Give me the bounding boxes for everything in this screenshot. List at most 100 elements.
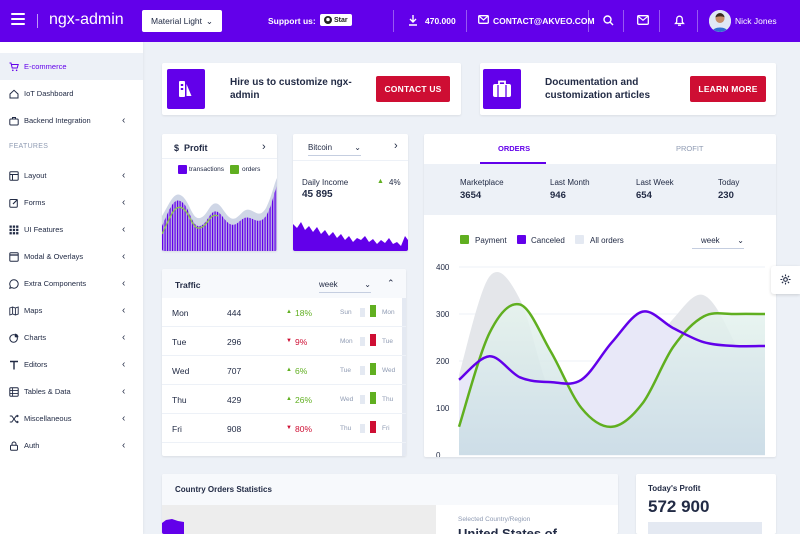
map-region-shape	[162, 519, 184, 534]
summary-label: Today	[718, 178, 740, 187]
traffic-value: 444	[227, 308, 242, 318]
sidebar-item-iot-dashboard[interactable]: IoT Dashboard	[0, 80, 143, 107]
documentation-text: Documentation and customization articles	[545, 77, 651, 101]
sidebar-item-e-commerce[interactable]: E-commerce	[0, 53, 143, 80]
y-tick-label: 0	[436, 451, 441, 457]
profit-card[interactable]: $ Profit › transactions orders	[162, 134, 277, 251]
sidebar-item-miscellaneous[interactable]: Miscellaneous ‹	[0, 405, 143, 432]
bitcoin-card[interactable]: Bitcoin ⌄ › Daily Income 45 895 ▲ 4%	[293, 134, 408, 251]
divider	[162, 158, 277, 159]
sidebar-item-label: Editors	[24, 360, 48, 369]
sidebar-item-charts[interactable]: Charts ‹	[0, 324, 143, 351]
sidebar-item-label: Forms	[24, 198, 46, 207]
learn-more-button[interactable]: LEARN MORE	[690, 76, 766, 102]
current-bar	[370, 363, 376, 375]
legend-swatch-transactions	[178, 165, 187, 174]
sidebar: E-commerce IoT Dashboard Backend Integra…	[0, 42, 143, 534]
orders-period-select[interactable]: week ⌄	[692, 232, 744, 249]
keypad-icon	[9, 225, 19, 234]
download-icon[interactable]	[408, 15, 418, 26]
traffic-title: Traffic	[175, 280, 201, 290]
header-divider	[697, 10, 698, 32]
sidebar-item-label: Modal & Overlays	[24, 252, 84, 261]
sidebar-item-modal-overlays[interactable]: Modal & Overlays ‹	[0, 243, 143, 270]
sidebar-item-label: Extra Components	[24, 279, 87, 288]
current-bar	[370, 392, 376, 404]
avatar-icon	[709, 10, 731, 32]
sidebar-item-backend-integration[interactable]: Backend Integration ‹	[0, 107, 143, 134]
bell-icon[interactable]	[674, 14, 685, 27]
sidebar-item-extra-components[interactable]: Extra Components ‹	[0, 270, 143, 297]
email-icon[interactable]	[478, 15, 489, 24]
chevron-up-icon[interactable]: ⌃	[387, 278, 395, 288]
sidebar-item-label: UI Features	[24, 225, 64, 234]
sidebar-item-ui-features[interactable]: UI Features ‹	[0, 216, 143, 243]
summary-label: Marketplace	[460, 178, 504, 187]
user-avatar[interactable]	[709, 10, 731, 32]
table-row[interactable]: Mon 444 ▲ 18% Sun Mon	[162, 298, 406, 327]
table-row[interactable]: Tue 296 ▼ 9% Mon Tue	[162, 327, 406, 356]
chevron-left-icon: ‹	[122, 440, 126, 451]
grid-icon	[9, 386, 19, 397]
chevron-left-icon: ‹	[122, 115, 126, 126]
briefcase-icon	[493, 80, 511, 97]
sidebar-item-layout[interactable]: Layout ‹	[0, 162, 143, 189]
chevron-left-icon: ‹	[122, 170, 126, 181]
sidebar-item-maps[interactable]: Maps ‹	[0, 297, 143, 324]
country-map[interactable]	[162, 505, 436, 534]
tab-orders[interactable]: ORDERS	[498, 144, 531, 153]
menu-toggle-icon[interactable]	[11, 13, 25, 25]
traffic-prev-day: Tue	[340, 367, 351, 374]
mail-icon[interactable]	[637, 15, 649, 25]
chevron-right-icon[interactable]: ›	[394, 140, 398, 152]
promo-icon-box	[483, 69, 521, 109]
orders-period-value: week	[701, 235, 720, 245]
traffic-cur-day: Mon	[382, 309, 395, 316]
dollar-icon: $	[174, 143, 180, 153]
briefcase-icon	[9, 116, 19, 125]
layout-icon	[9, 170, 19, 181]
sidebar-item-auth[interactable]: Auth ‹	[0, 432, 143, 459]
shuffle-icon	[9, 414, 19, 423]
sidebar-item-forms[interactable]: Forms ‹	[0, 189, 143, 216]
theme-select[interactable]: Material Light ⌄	[142, 10, 222, 32]
table-row[interactable]: Fri 908 ▼ 80% Thu Fri	[162, 414, 406, 443]
summary-label: Last Month	[550, 178, 590, 187]
traffic-cur-day: Fri	[382, 425, 390, 432]
arrow-up-icon: ▲	[286, 367, 292, 373]
downloads-count[interactable]: 470.000	[425, 16, 456, 26]
sidebar-item-label: Maps	[24, 306, 43, 315]
hire-us-text: Hire us to customize ngx-admin	[230, 77, 352, 101]
prev-bar	[360, 337, 365, 346]
browser-icon	[9, 251, 19, 262]
prev-bar	[360, 395, 365, 404]
traffic-delta: 80%	[295, 424, 313, 434]
currency-select[interactable]: Bitcoin ⌄	[308, 140, 361, 156]
chevron-right-icon[interactable]: ›	[262, 141, 266, 153]
brand-logo[interactable]: ngx-admin	[49, 11, 124, 28]
divider	[293, 160, 408, 161]
sidebar-item-tables-data[interactable]: Tables & Data ‹	[0, 378, 143, 405]
sidebar-item-editors[interactable]: Editors ‹	[0, 351, 143, 378]
tab-profit[interactable]: PROFIT	[676, 144, 704, 153]
legend-label-transactions: transactions	[189, 166, 225, 173]
table-row[interactable]: Thu 429 ▲ 26% Wed Thu	[162, 385, 406, 414]
traffic-day: Wed	[172, 366, 190, 376]
country-orders-card: Country Orders Statistics Selected Count…	[162, 474, 618, 534]
traffic-period-select[interactable]: week ⌄	[319, 276, 371, 293]
contact-email[interactable]: CONTACT@AKVEO.COM	[493, 16, 595, 26]
user-name[interactable]: Nick Jones	[735, 16, 777, 26]
settings-toggle[interactable]	[771, 266, 800, 294]
header-divider	[659, 10, 660, 32]
search-icon[interactable]	[603, 15, 614, 26]
chevron-left-icon: ‹	[122, 197, 126, 208]
features-section-label: FEATURES	[9, 143, 49, 150]
y-tick-label: 400	[436, 263, 450, 272]
github-star-button[interactable]: Star	[320, 14, 352, 26]
contact-us-button[interactable]: CONTACT US	[376, 76, 450, 102]
table-row[interactable]: Wed 707 ▲ 6% Tue Wed	[162, 356, 406, 385]
traffic-value: 707	[227, 366, 242, 376]
chevron-down-icon: ⌄	[354, 143, 361, 152]
scrollbar[interactable]	[402, 298, 406, 456]
traffic-header	[162, 269, 406, 298]
